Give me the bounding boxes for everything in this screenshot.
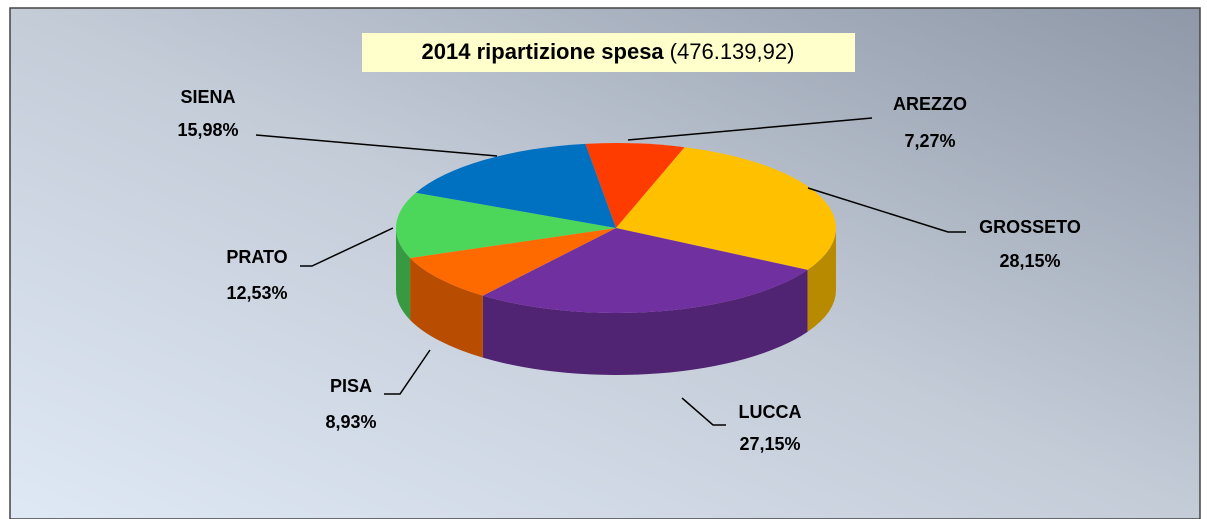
slice-side	[807, 228, 836, 332]
slice-side	[482, 269, 808, 375]
value-label: 12,53%	[226, 283, 287, 303]
category-label: SIENA	[180, 87, 235, 107]
slice	[585, 143, 685, 228]
value-label: 8,93%	[325, 412, 376, 432]
slice-side	[410, 257, 483, 358]
leader-line	[300, 227, 394, 267]
category-label: PRATO	[226, 247, 287, 267]
pie-sides	[396, 228, 836, 375]
subtitle: (476.139,92)	[670, 39, 795, 64]
slice-side	[396, 228, 411, 320]
value-label: 15,98%	[177, 120, 238, 140]
leader-line	[627, 117, 873, 141]
leader-line	[807, 187, 966, 233]
chart-title: 2014 ripartizione spesa (476.139,92)	[422, 39, 795, 64]
category-label: PISA	[330, 376, 372, 396]
category-label: GROSSETO	[979, 217, 1081, 237]
value-label: 28,15%	[999, 251, 1060, 271]
pie-tops	[396, 143, 836, 314]
leader-line	[384, 349, 431, 395]
category-label: AREZZO	[893, 94, 967, 114]
slice	[482, 228, 808, 314]
leader-line	[681, 397, 726, 426]
slice	[415, 143, 616, 228]
category-label: LUCCA	[739, 402, 802, 422]
slice	[410, 228, 616, 296]
leader-line	[255, 134, 498, 157]
title-box	[362, 33, 855, 72]
value-label: 27,15%	[739, 434, 800, 454]
slice	[396, 192, 616, 258]
value-label: 7,27%	[904, 131, 955, 151]
title: 2014 ripartizione spesa	[422, 39, 665, 64]
labels: AREZZO 7,27% GROSSETO 28,15% LUCCA 27,15% PISA…	[177, 87, 1080, 454]
slice	[616, 147, 836, 270]
